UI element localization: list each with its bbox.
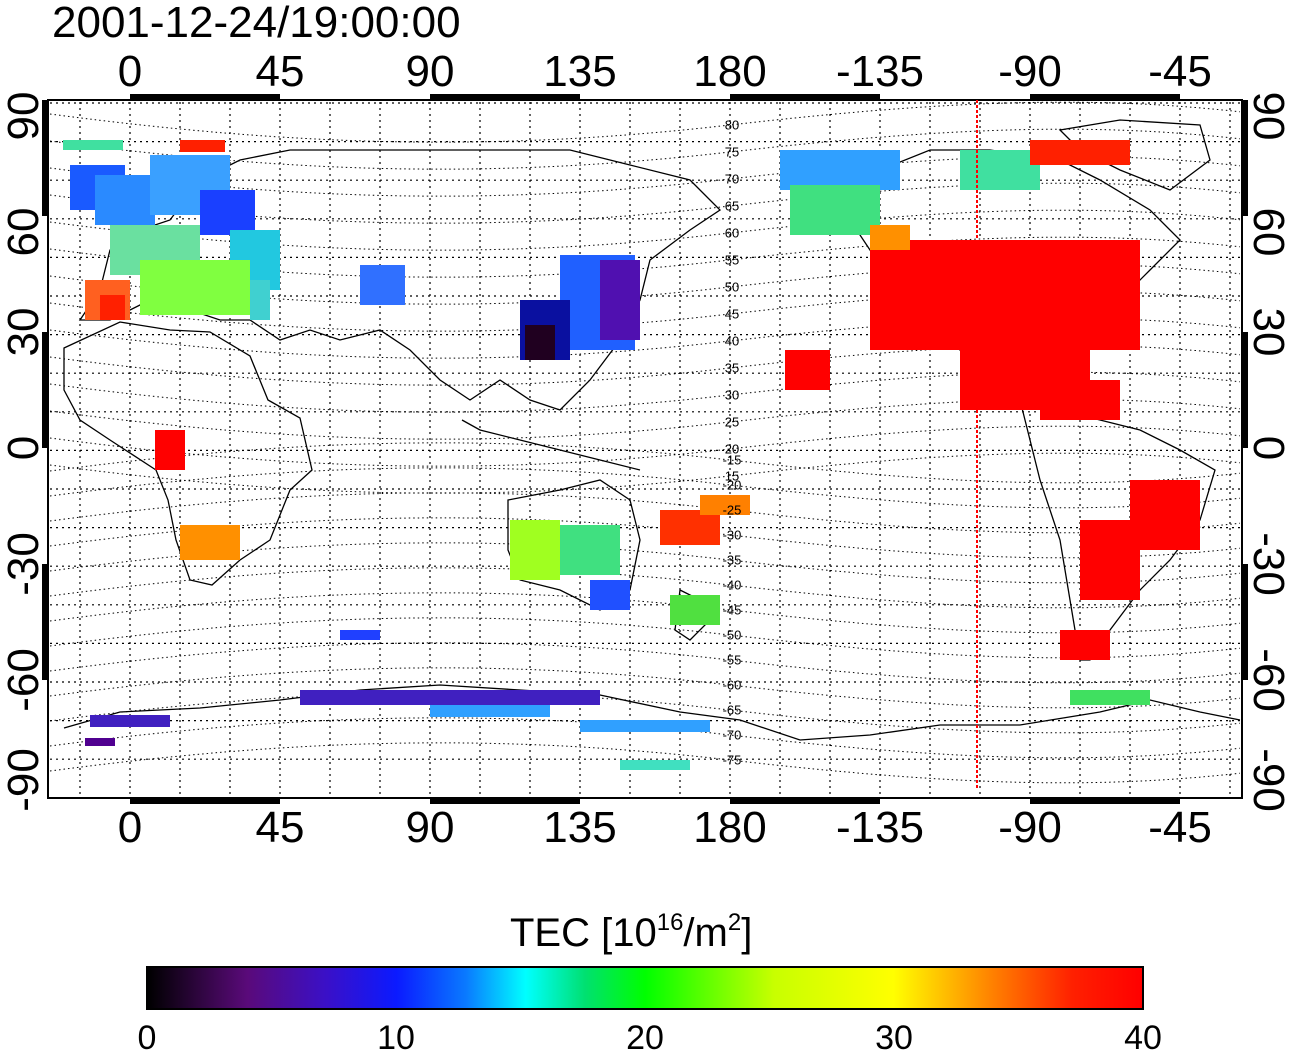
contour-line: [49, 317, 1241, 359]
contour-line: [49, 398, 1241, 440]
contour-label: -40: [722, 577, 742, 593]
left-lat-tick: -30: [0, 532, 48, 596]
contour-line: [49, 155, 1241, 197]
contour-line: [49, 567, 1241, 609]
contour-label: -15: [722, 452, 742, 468]
contour-label: 45: [724, 306, 740, 322]
colorbar-tick: 10: [377, 1019, 415, 1057]
contour-line: [49, 128, 1241, 170]
contour-label: -30: [722, 527, 742, 543]
contour-line: [49, 492, 1241, 534]
right-lat-tick: 90: [1244, 91, 1292, 141]
top-lon-tick: 135: [543, 47, 617, 96]
contour-line: [49, 717, 1241, 759]
contour-line: [49, 182, 1241, 224]
colorbar-tick: 20: [626, 1019, 664, 1057]
bottom-lon-tick: 45: [255, 803, 305, 852]
contour-label: 35: [724, 360, 740, 376]
contour-label: 65: [724, 198, 740, 214]
contour-line: [49, 742, 1241, 784]
colorbar-title: TEC [1016/m2]: [510, 909, 753, 955]
right-lat-tick: 60: [1244, 207, 1292, 257]
contour-label: -50: [722, 627, 742, 643]
contour-line: [49, 290, 1241, 332]
contour-label: 75: [724, 144, 740, 160]
contour-line: [49, 467, 1241, 509]
left-lat-tick: -60: [0, 648, 48, 712]
contour-line: [49, 542, 1241, 584]
contour-label: -70: [722, 727, 742, 743]
bottom-lon-tick: 0: [117, 803, 143, 852]
contour-line: [49, 425, 1241, 467]
contour-label: -45: [722, 602, 742, 618]
top-lon-tick: -135: [835, 47, 925, 96]
bottom-lon-tick: 135: [543, 803, 617, 852]
contour-label: 15: [724, 468, 740, 484]
colorbar-gradient: [146, 966, 1144, 1010]
contour-line: [49, 642, 1241, 684]
contour-label: -75: [722, 752, 742, 768]
right-lat-tick: -60: [1244, 648, 1292, 712]
contour-line: [49, 371, 1241, 413]
left-lat-tick: 30: [0, 307, 48, 357]
contour-line: [49, 692, 1241, 734]
contour-label: -20: [722, 477, 742, 493]
top-lon-tick: 90: [405, 47, 455, 96]
contour-label: 70: [724, 171, 740, 187]
colorbar-tick: 0: [137, 1019, 157, 1057]
contour-label: 20: [724, 441, 740, 457]
contour-label: 50: [724, 279, 740, 295]
frame-ticks: [42, 94, 1248, 804]
timestamp-title: 2001-12-24/19:00:00: [52, 0, 461, 47]
bottom-lon-tick: 180: [693, 803, 767, 852]
right-lat-tick: 0: [1244, 435, 1292, 461]
contour-label: 40: [724, 333, 740, 349]
contour-line: [49, 592, 1241, 634]
left-lat-tick: 0: [0, 435, 48, 461]
colorbar-tick: 40: [1124, 1019, 1162, 1057]
contour-line: [49, 667, 1241, 709]
right-lat-tick: -90: [1244, 748, 1292, 812]
bottom-lon-tick: -90: [998, 803, 1062, 852]
contour-label: -55: [722, 652, 742, 668]
top-lon-tick: 180: [693, 47, 767, 96]
contour-line: [49, 344, 1241, 386]
bottom-lon-tick: 90: [405, 803, 455, 852]
contour-label: -60: [722, 677, 742, 693]
bottom-lon-tick: -45: [1148, 803, 1212, 852]
top-lon-tick: 45: [255, 47, 305, 96]
right-lat-tick: 30: [1244, 307, 1292, 357]
contour-label: -65: [722, 702, 742, 718]
contour-label: 25: [724, 414, 740, 430]
contour-line: [49, 617, 1241, 659]
bottom-lon-tick: -135: [835, 803, 925, 852]
left-lat-tick: 60: [0, 207, 48, 257]
contour-label: 55: [724, 252, 740, 268]
contour-label: -25: [722, 502, 742, 518]
left-lat-tick: -90: [0, 748, 48, 812]
left-lat-tick: 90: [0, 91, 48, 141]
contour-line: [49, 442, 1241, 484]
contour-line: [49, 101, 1241, 143]
top-lon-tick: 0: [117, 47, 143, 96]
contour-label: 30: [724, 387, 740, 403]
right-lat-tick: -30: [1244, 532, 1292, 596]
contour-label: -35: [722, 552, 742, 568]
top-lon-tick: -90: [998, 47, 1062, 96]
tec-observations: [63, 140, 1200, 770]
colorbar-tick: 30: [875, 1019, 913, 1057]
contour-line: [49, 452, 1241, 494]
top-lon-tick: -45: [1148, 47, 1212, 96]
contour-line: [49, 517, 1241, 559]
contour-label: 80: [724, 117, 740, 133]
contour-label: 60: [724, 225, 740, 241]
magnetic-latitude-contours: [49, 101, 1241, 784]
